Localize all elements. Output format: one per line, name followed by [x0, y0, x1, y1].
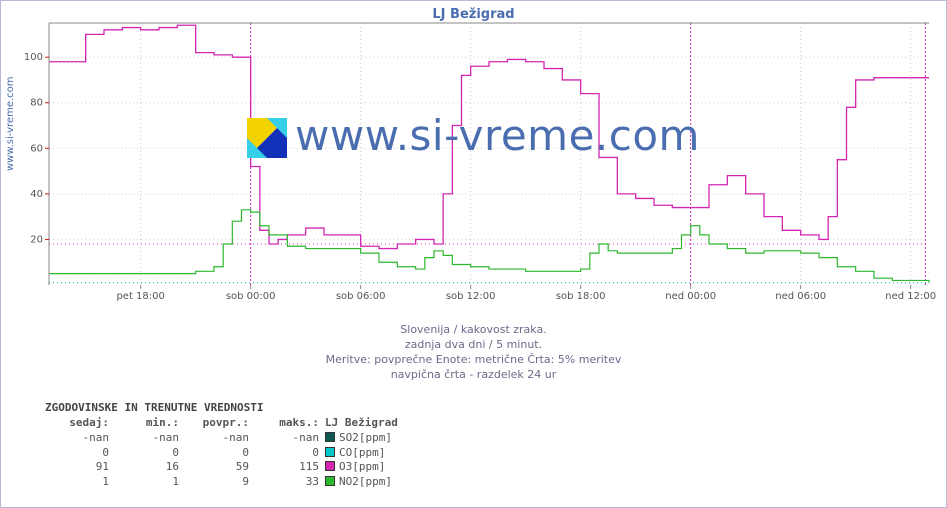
legend-swatch-icon: [325, 447, 335, 457]
stats-value: 33: [255, 475, 325, 490]
stats-heading: ZGODOVINSKE IN TRENUTNE VREDNOSTI: [45, 401, 485, 416]
stats-block: ZGODOVINSKE IN TRENUTNE VREDNOSTI sedaj:…: [45, 401, 485, 490]
stats-value: 1: [115, 475, 185, 490]
stats-col-header: sedaj:: [45, 416, 115, 431]
stats-value: 9: [185, 475, 255, 490]
svg-text:pet 18:00: pet 18:00: [116, 291, 164, 302]
stats-value: -nan: [45, 431, 115, 446]
stats-value: -nan: [255, 431, 325, 446]
legend-swatch-icon: [325, 461, 335, 471]
stats-col-header: povpr.:: [185, 416, 255, 431]
stats-row: 0000CO[ppm]: [45, 446, 485, 461]
stats-col-header: min.:: [115, 416, 185, 431]
legend-swatch-icon: [325, 476, 335, 486]
chart-plot: 20406080100pet 18:00sob 00:00sob 06:00so…: [49, 23, 929, 303]
caption-line: Meritve: povprečne Enote: metrične Črta:…: [1, 353, 946, 368]
svg-text:60: 60: [30, 143, 43, 154]
stats-series-label: CO[ppm]: [325, 446, 485, 461]
stats-value: -nan: [115, 431, 185, 446]
svg-text:20: 20: [30, 234, 43, 245]
stats-row: 911659115O3[ppm]: [45, 460, 485, 475]
stats-value: 91: [45, 460, 115, 475]
stats-value: 0: [115, 446, 185, 461]
stats-series-label: NO2[ppm]: [325, 475, 485, 490]
stats-value: 16: [115, 460, 185, 475]
svg-text:sob 12:00: sob 12:00: [446, 291, 496, 302]
stats-value: -nan: [185, 431, 255, 446]
source-label: www.si-vreme.com: [5, 76, 16, 171]
svg-text:sob 18:00: sob 18:00: [556, 291, 606, 302]
stats-value: 0: [45, 446, 115, 461]
stats-col-header: maks.:: [255, 416, 325, 431]
svg-text:40: 40: [30, 189, 43, 200]
stats-series-label: SO2[ppm]: [325, 431, 485, 446]
stats-value: 1: [45, 475, 115, 490]
stats-location-label: LJ Bežigrad: [325, 416, 485, 431]
chart-frame: www.si-vreme.com LJ Bežigrad 20406080100…: [0, 0, 947, 508]
caption-line: Slovenija / kakovost zraka.: [1, 323, 946, 338]
stats-value: 115: [255, 460, 325, 475]
legend-swatch-icon: [325, 432, 335, 442]
svg-text:sob 06:00: sob 06:00: [336, 291, 386, 302]
chart-title: LJ Bežigrad: [1, 7, 946, 22]
stats-table: sedaj:min.:povpr.:maks.:LJ Bežigrad-nan-…: [45, 416, 485, 490]
caption-line: navpična črta - razdelek 24 ur: [1, 368, 946, 383]
stats-row: -nan-nan-nan-nanSO2[ppm]: [45, 431, 485, 446]
svg-text:100: 100: [24, 52, 43, 63]
stats-value: 0: [255, 446, 325, 461]
caption-line: zadnja dva dni / 5 minut.: [1, 338, 946, 353]
svg-text:ned 06:00: ned 06:00: [775, 291, 826, 302]
svg-text:ned 00:00: ned 00:00: [665, 291, 716, 302]
svg-text:80: 80: [30, 98, 43, 109]
stats-row: 11933NO2[ppm]: [45, 475, 485, 490]
stats-value: 59: [185, 460, 255, 475]
chart-caption: Slovenija / kakovost zraka.zadnja dva dn…: [1, 323, 946, 382]
svg-text:ned 12:00: ned 12:00: [885, 291, 936, 302]
svg-text:sob 00:00: sob 00:00: [226, 291, 276, 302]
stats-value: 0: [185, 446, 255, 461]
stats-series-label: O3[ppm]: [325, 460, 485, 475]
